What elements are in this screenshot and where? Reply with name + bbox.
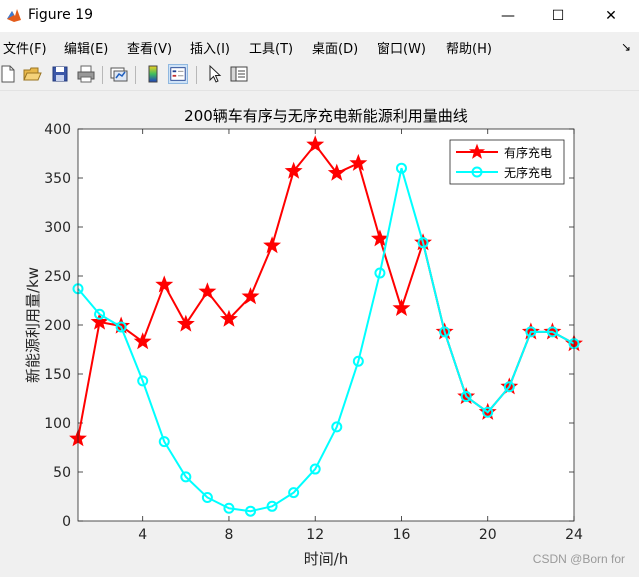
menu-edit[interactable]: 编辑(E) [64, 42, 109, 57]
save-icon[interactable] [50, 64, 70, 84]
data-point-circle [482, 406, 494, 418]
data-point-star [284, 161, 303, 179]
data-point-circle [417, 237, 429, 249]
data-point-circle [137, 375, 149, 387]
x-tick-label: 24 [565, 527, 583, 543]
menu-tools[interactable]: 工具(T) [249, 42, 294, 57]
data-point-star [219, 309, 238, 327]
data-point-circle [460, 391, 472, 403]
toolbar [0, 60, 639, 91]
menu-help[interactable]: 帮助(H) [446, 42, 492, 57]
menu-file[interactable]: 文件(F) [3, 42, 47, 57]
print-icon[interactable] [76, 64, 96, 84]
data-point-star [327, 163, 346, 181]
close-button[interactable]: ✕ [605, 8, 617, 24]
data-point-circle [201, 491, 213, 503]
legend-icon[interactable] [168, 64, 188, 84]
data-point-circle [288, 487, 300, 499]
y-tick-label: 300 [44, 220, 71, 236]
legend-label-ordered: 有序充电 [504, 145, 552, 160]
y-tick-label: 250 [44, 269, 71, 285]
title-bar: Figure 19 — ☐ ✕ [0, 0, 639, 32]
x-tick-label: 20 [479, 527, 497, 543]
data-point-circle [331, 421, 343, 433]
window-title: Figure 19 [28, 7, 94, 23]
data-point-circle [352, 355, 364, 367]
data-point-circle [180, 471, 192, 483]
axes-box [77, 128, 575, 522]
data-point-star [241, 287, 260, 305]
legend-marker-star [468, 143, 486, 159]
x-tick-label: 12 [306, 527, 324, 543]
y-tick-label: 50 [53, 465, 71, 481]
watermark: CSDN @Born for [532, 552, 625, 566]
data-point-star [198, 282, 217, 300]
x-tick-label: 8 [224, 527, 233, 543]
toolbar-separator [135, 66, 136, 84]
legend-marker-circle [471, 166, 483, 178]
legend-label-unordered: 无序充电 [504, 165, 552, 180]
data-point-circle [309, 463, 321, 475]
y-axis-label: 新能源利用量/kw [24, 267, 42, 383]
pointer-icon[interactable] [205, 64, 225, 84]
legend[interactable]: 有序充电 无序充电 [449, 139, 565, 185]
series-line [77, 167, 575, 513]
y-tick-label: 150 [44, 367, 71, 383]
data-point-circle [266, 500, 278, 512]
toolbar-separator [196, 66, 197, 84]
data-point-star [392, 298, 411, 316]
data-point-star [133, 332, 152, 350]
data-point-star [370, 229, 389, 247]
menu-window[interactable]: 窗口(W) [377, 42, 426, 57]
data-point-star [90, 312, 109, 330]
data-point-circle [395, 162, 407, 174]
y-tick-label: 350 [44, 171, 71, 187]
open-file-icon[interactable] [22, 64, 42, 84]
data-point-circle [245, 505, 257, 517]
link-plot-icon[interactable] [109, 64, 129, 84]
data-point-circle [94, 308, 106, 320]
legend-box [449, 139, 565, 185]
menu-desktop[interactable]: 桌面(D) [312, 42, 359, 57]
property-inspector-icon[interactable] [229, 64, 249, 84]
data-point-circle [374, 267, 386, 279]
line-chart[interactable]: 4 8 12 16 20 24 0 50 100 150 200 250 300 350 400 200辆车… [0, 92, 639, 573]
maximize-button[interactable]: ☐ [551, 8, 565, 24]
menu-bar: 文件(F) 编辑(E) 查看(V) 插入(I) 工具(T) 桌面(D) 窗口(W… [0, 34, 639, 58]
data-point-circle [525, 326, 537, 338]
data-point-star [306, 135, 325, 153]
menu-view[interactable]: 查看(V) [127, 42, 173, 57]
y-tick-label: 100 [44, 416, 71, 432]
data-point-circle [503, 381, 515, 393]
minimize-button[interactable]: — [501, 8, 515, 24]
dock-arrow-icon[interactable]: ↘ [620, 40, 631, 54]
colorbar-icon[interactable] [143, 64, 163, 84]
data-point-circle [223, 502, 235, 514]
matlab-icon [7, 9, 21, 22]
x-tick-label: 16 [393, 527, 411, 543]
menu-insert[interactable]: 插入(I) [190, 42, 230, 57]
y-tick-label: 400 [44, 122, 71, 138]
chart-title: 200辆车有序与无序充电新能源利用量曲线 [184, 107, 468, 125]
x-tick-label: 4 [138, 527, 147, 543]
data-point-circle [158, 436, 170, 448]
data-point-star [349, 153, 368, 171]
x-axis-label: 时间/h [304, 550, 349, 568]
new-figure-icon[interactable] [0, 64, 18, 84]
data-point-star [155, 275, 174, 293]
y-tick-label: 200 [44, 318, 71, 334]
figure-canvas: 4 8 12 16 20 24 0 50 100 150 200 250 300 350 400 200辆车… [0, 92, 639, 573]
axes-background [78, 129, 574, 521]
data-point-circle [546, 326, 558, 338]
data-point-circle [115, 321, 127, 333]
data-point-star [176, 314, 195, 332]
data-point-circle [439, 326, 451, 338]
y-tick-label: 0 [62, 514, 71, 530]
toolbar-separator [102, 66, 103, 84]
data-point-star [263, 236, 282, 254]
